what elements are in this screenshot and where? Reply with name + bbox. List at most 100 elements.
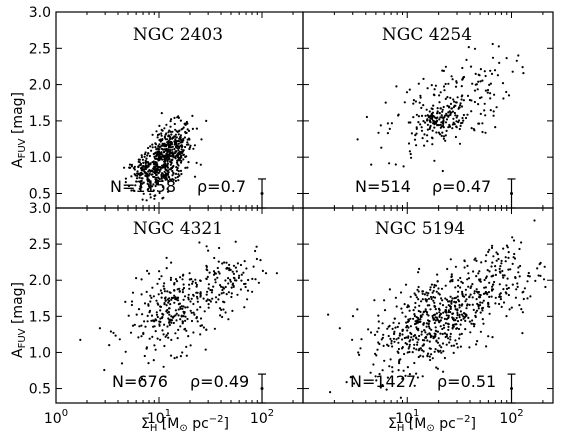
data-point [359,347,362,350]
data-point [390,342,393,345]
data-point [383,309,387,312]
data-point [434,308,437,311]
panel-n-count: N=1427 [350,372,416,391]
data-point [218,293,221,296]
data-point [205,293,208,296]
data-point [378,342,381,346]
data-point [460,313,464,316]
data-point [161,315,164,319]
data-point [178,145,181,148]
data-point [185,155,188,158]
data-point [452,121,455,124]
data-point [439,319,442,322]
data-point [500,262,503,265]
data-point [155,311,158,314]
data-point [493,280,496,284]
data-point [386,122,389,125]
data-point [433,296,437,299]
data-point [421,292,424,295]
data-point [231,309,234,312]
data-point [462,315,465,318]
data-point [180,305,183,308]
data-point [427,292,430,295]
data-point [191,127,194,130]
data-point [157,293,160,296]
data-point [145,290,148,293]
data-point [477,305,480,308]
data-point [158,191,161,195]
data-point [148,337,151,340]
data-point [431,357,434,360]
data-point [438,344,441,347]
data-point [374,352,377,355]
data-point [212,270,216,273]
data-point [444,284,447,287]
data-point [504,256,507,259]
data-point [419,96,422,99]
data-point [378,372,381,376]
data-point [420,330,423,333]
data-point [174,172,178,175]
data-point [442,105,445,109]
data-point [444,65,447,68]
data-point [205,277,208,281]
data-point [513,257,517,260]
panel-rho: ρ=0.49 [190,372,249,391]
data-point [408,350,411,354]
y-tick-label: 1.0 [29,345,51,361]
data-point [163,287,166,290]
data-point [432,299,435,302]
data-point [442,135,445,138]
data-point [411,338,414,341]
data-point [376,348,379,351]
data-point [449,280,452,283]
data-point [141,198,144,201]
data-point [397,347,400,351]
data-point [327,313,330,316]
panel-ngc-4254: NGC 4254 N=514 ρ=0.47 [355,25,525,209]
data-point [418,334,421,338]
data-point [426,333,429,336]
panel-n-count: N=676 [112,372,168,391]
data-point [124,181,127,184]
data-point [452,323,455,326]
data-point [165,123,168,126]
data-point [499,298,502,301]
data-point [529,295,532,298]
data-point [426,304,429,307]
data-point [494,302,497,305]
data-point [415,126,418,129]
data-point [243,260,246,263]
data-point [398,334,401,337]
data-point [428,332,431,335]
data-point [176,175,179,179]
data-point [149,294,152,297]
data-point [160,275,163,278]
data-point [468,346,471,349]
data-point [203,310,206,313]
data-point [389,358,392,361]
data-point [204,348,207,351]
data-point [170,141,173,144]
data-point [512,256,515,259]
data-point [135,177,139,180]
data-point [386,343,389,346]
data-point [481,306,485,309]
data-point [79,338,82,341]
data-point [220,308,223,311]
data-point [456,346,459,349]
error-bar-point [260,191,264,195]
data-point [176,147,179,150]
data-point [225,261,228,264]
data-point [397,369,400,372]
data-point [143,378,146,381]
data-point [428,355,431,358]
data-point [209,288,212,292]
axes-frame [302,207,554,404]
data-point [187,161,190,164]
data-point [169,168,173,171]
data-point [168,297,171,300]
data-point [143,170,146,173]
data-point [430,84,433,87]
data-point [431,111,434,114]
